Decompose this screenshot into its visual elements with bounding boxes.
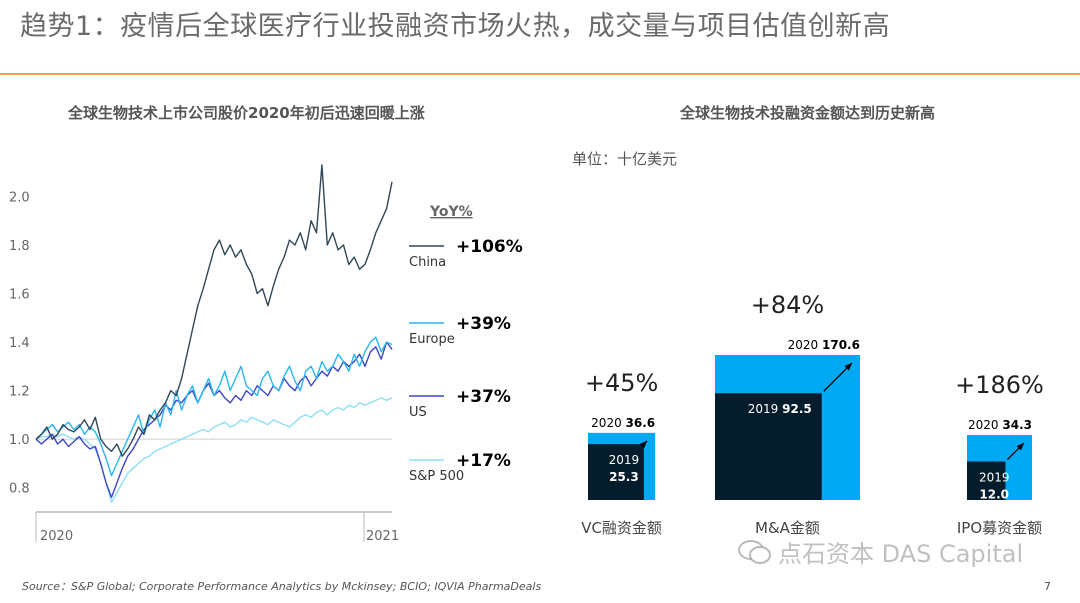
- page-number: 7: [1044, 580, 1051, 593]
- box-2019: [967, 461, 1006, 500]
- category-label: M&A金额: [755, 519, 820, 537]
- legend-yoy-value: +39%: [456, 314, 511, 334]
- legend-yoy-value: +17%: [456, 451, 511, 471]
- watermark-text: 点石资本 DAS Capital: [778, 540, 1024, 568]
- wechat-icon: [738, 539, 771, 564]
- series-line-us: [35, 341, 393, 499]
- x-tick-label: 2021: [366, 529, 399, 544]
- y-tick-label: 0.8: [9, 482, 30, 497]
- category-label: IPO募资金额: [957, 519, 1042, 537]
- series-line-s-p-500: [35, 397, 393, 503]
- label-2019-year: 2019: [609, 453, 640, 467]
- y-tick-label: 1.4: [9, 336, 30, 351]
- legend-series-name: US: [409, 405, 427, 420]
- legend-series-name: S&P 500: [409, 469, 464, 484]
- growth-label: +45%: [585, 369, 658, 397]
- stock-line-chart: 0.8 1.0 1.2 1.4 1.6 1.8 2.0 2020 2021 YoY% China +1…: [9, 164, 523, 544]
- y-tick-label: 2.0: [9, 190, 30, 205]
- line-chart-title: 全球生物技术上市公司股价2020年初后迅速回暖上涨: [68, 104, 425, 122]
- growth-arrow-head: [1016, 442, 1025, 451]
- legend-series-name: Europe: [409, 332, 455, 347]
- legend-series-name: China: [409, 255, 446, 270]
- label-2019-value: 25.3: [609, 470, 639, 484]
- label-2020: 2020 170.6: [788, 338, 860, 352]
- page-title: 趋势1：疫情后全球医疗行业投融资市场火热，成交量与项目估值创新高: [20, 11, 891, 42]
- series-line-europe: [35, 336, 393, 477]
- x-tick-label: 2020: [40, 529, 73, 544]
- y-tick-label: 1.0: [9, 433, 30, 448]
- box-2019: [588, 444, 644, 500]
- unit-label: 单位：十亿美元: [572, 150, 678, 168]
- growth-arrow-head: [844, 363, 852, 371]
- growth-label: +186%: [955, 371, 1044, 399]
- y-tick-label: 1.8: [9, 239, 30, 254]
- legend-yoy-value: +106%: [456, 237, 523, 257]
- label-2020: 2020 36.6: [591, 416, 655, 430]
- label-2019: 2019 92.5: [748, 402, 812, 416]
- y-tick-label: 1.2: [9, 385, 30, 400]
- category-label: VC融资金额: [581, 519, 662, 537]
- label-2019-value: 12.0: [979, 488, 1009, 502]
- accent-rule: [0, 73, 1080, 75]
- source-note: Source：S&P Global; Corporate Performance…: [22, 580, 542, 593]
- legend-yoy-value: +37%: [456, 387, 511, 407]
- funding-area-chart: 2020 36.6 2019 25.3 +45% VC融资金额 2020 170.6 201…: [581, 291, 1044, 537]
- growth-label: +84%: [751, 291, 824, 319]
- watermark: 点石资本 DAS Capital: [738, 534, 1023, 569]
- growth-arrow-head: [639, 440, 648, 449]
- label-2019-year: 2019: [979, 471, 1010, 485]
- y-tick-label: 1.6: [9, 288, 30, 303]
- series-line-china: [35, 164, 393, 457]
- legend-title: YoY%: [429, 204, 473, 220]
- bar-chart-title: 全球生物技术投融资金额达到历史新高: [680, 104, 936, 122]
- box-2019: [715, 393, 822, 500]
- label-2020: 2020 34.3: [968, 418, 1032, 432]
